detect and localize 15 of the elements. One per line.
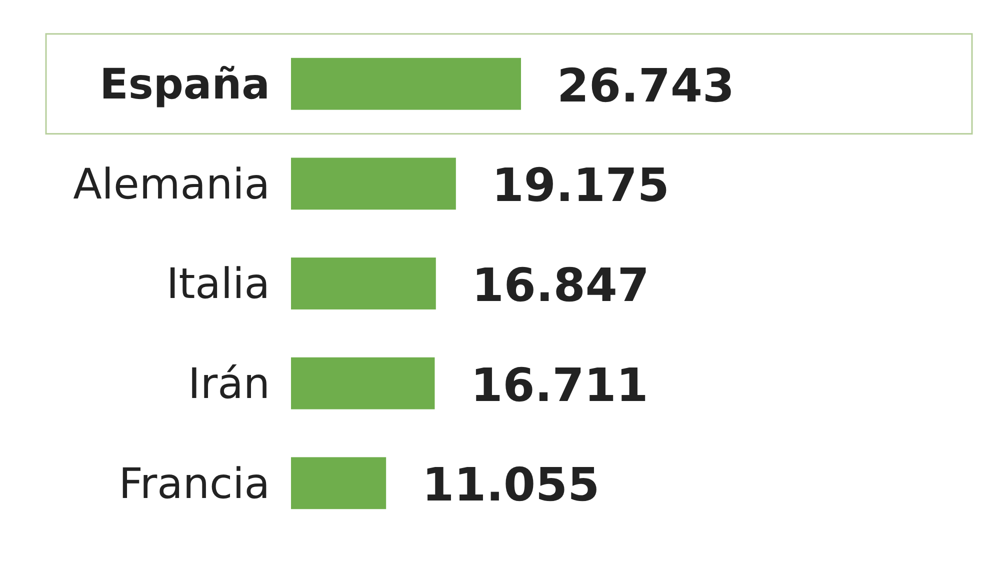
y-tick-label: España: [100, 60, 270, 109]
data-label: 16.711: [470, 358, 648, 412]
y-tick-label: Italia: [166, 259, 270, 308]
bar: [291, 158, 456, 210]
bar: [291, 258, 436, 310]
bar: [291, 58, 521, 110]
bar: [291, 457, 386, 510]
bar: [291, 357, 435, 410]
y-tick-label: Francia: [118, 458, 270, 508]
data-label: 16.847: [472, 258, 650, 312]
y-tick-label: Irán: [188, 359, 270, 408]
data-label: 26.743: [557, 58, 735, 112]
data-label: 19.175: [492, 158, 670, 212]
data-label: 11.055: [422, 458, 600, 512]
y-tick-label: Alemania: [73, 159, 270, 208]
